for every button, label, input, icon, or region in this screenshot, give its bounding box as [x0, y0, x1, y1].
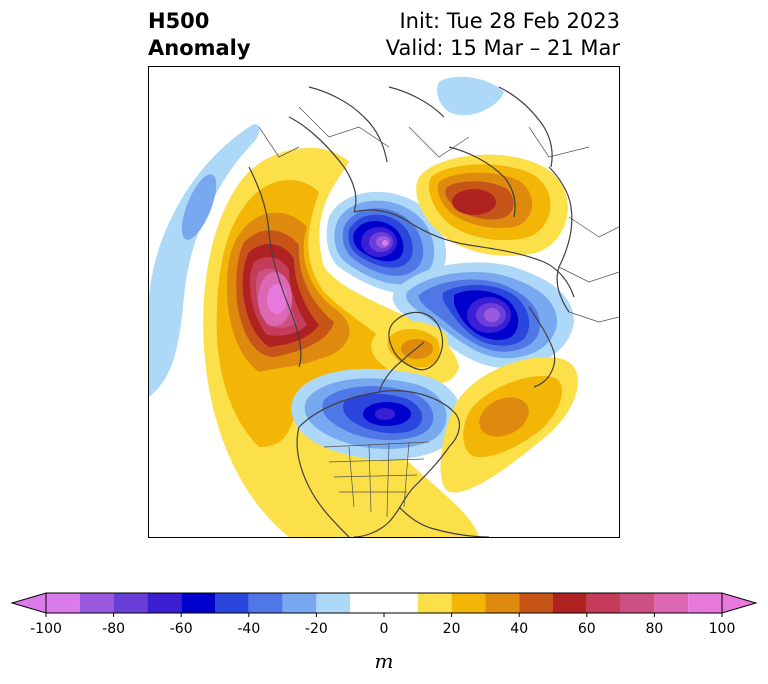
map-canvas — [149, 76, 619, 537]
colorbar-segment — [248, 593, 283, 613]
colorbar-units: m — [375, 649, 394, 673]
colorbar-segment — [519, 593, 553, 613]
colorbar-segments — [46, 593, 722, 613]
colorbar-segment — [79, 593, 114, 613]
colorbar-tick-label: 60 — [578, 621, 596, 637]
coastlines — [248, 86, 575, 537]
chart-title-left: H500 Anomaly — [148, 8, 251, 62]
colorbar-tick-label: 40 — [510, 621, 528, 637]
colorbar-segment — [688, 593, 722, 613]
anomaly-neg-canada — [291, 368, 462, 460]
colorbar-segment — [485, 593, 520, 613]
init-date: Init: Tue 28 Feb 2023 — [399, 9, 620, 33]
colorbar-segment — [350, 593, 418, 613]
colorbar-tick-label: 80 — [645, 621, 663, 637]
colorbar-segment — [181, 593, 215, 613]
colorbar-tick-label: 20 — [443, 621, 461, 637]
anomaly-map — [148, 66, 620, 538]
colorbar: -100 -80 -60 -40 -20 0 20 40 60 80 100 m — [10, 592, 758, 673]
anomaly-neg-pacific — [149, 124, 260, 398]
anomaly-neg-arctic — [437, 76, 504, 116]
title-field: H500 — [148, 9, 210, 33]
chart-title-right: Init: Tue 28 Feb 2023 Valid: 15 Mar – 21… — [386, 8, 620, 62]
anomaly-pos-alaska — [203, 147, 479, 537]
anomaly-pos-europe — [416, 154, 568, 256]
colorbar-tick-label: -20 — [305, 621, 328, 637]
title-variable: Anomaly — [148, 36, 251, 60]
colorbar-tick-label: -100 — [30, 621, 62, 637]
colorbar-segment — [316, 593, 351, 613]
colorbar-tick-label: -80 — [102, 621, 125, 637]
colorbar-segment — [147, 593, 182, 613]
colorbar-segment — [215, 593, 249, 613]
colorbar-tick-label: -40 — [237, 621, 260, 637]
valid-range: Valid: 15 Mar – 21 Mar — [385, 36, 620, 60]
colorbar-segment — [553, 593, 587, 613]
colorbar-tick-label: 0 — [380, 621, 389, 637]
colorbar-segment — [417, 593, 452, 613]
political-borders — [258, 106, 619, 518]
colorbar-over-arrow — [721, 592, 758, 614]
colorbar-tick-label: -60 — [170, 621, 193, 637]
colorbar-under-arrow — [10, 592, 47, 614]
anomaly-neg-russia — [392, 262, 574, 368]
colorbar-ticks: -100 -80 -60 -40 -20 0 20 40 60 80 100 — [30, 613, 735, 637]
colorbar-segment — [282, 593, 317, 613]
anomaly-pos-atlantic — [440, 357, 578, 493]
colorbar-segment — [620, 593, 655, 613]
colorbar-segment — [46, 593, 80, 613]
colorbar-segment — [586, 593, 621, 613]
colorbar-segment — [451, 593, 486, 613]
colorbar-segment — [654, 593, 689, 613]
colorbar-segment — [113, 593, 148, 613]
colorbar-tick-label: 100 — [709, 621, 736, 637]
